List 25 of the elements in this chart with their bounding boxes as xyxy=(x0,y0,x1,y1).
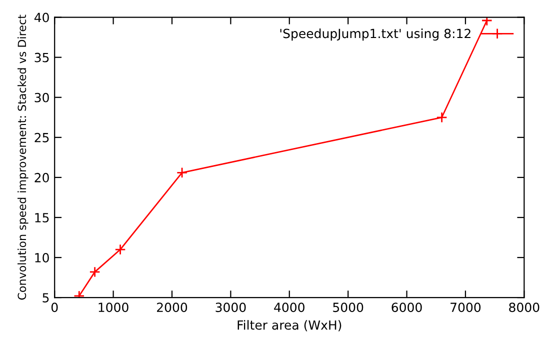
point xyxy=(89,266,100,278)
point xyxy=(176,167,188,178)
point xyxy=(114,244,126,256)
x-tick-label: 5000 xyxy=(333,302,364,312)
y-tick-label: 40 xyxy=(34,12,49,22)
y-tick-label: 10 xyxy=(35,252,49,262)
point xyxy=(481,17,492,26)
y-tick-label: 15 xyxy=(35,213,49,222)
x-tick-label: 1000 xyxy=(98,302,128,312)
y-tick-label: 20 xyxy=(34,172,49,182)
x-tick-label: 4000 xyxy=(274,302,304,312)
x-tick-label: 0 xyxy=(51,302,58,312)
x-tick-label: 3000 xyxy=(216,302,246,312)
x-tick-label: 2000 xyxy=(157,302,188,312)
y-tick-label: 30 xyxy=(34,92,49,102)
x-axis-title: Filter area (WxH) xyxy=(238,320,342,332)
x-tick-label: 8000 xyxy=(509,302,540,312)
y-tick-label: 25 xyxy=(34,132,49,142)
y-tick-label: 35 xyxy=(34,52,49,62)
x-tick-label: 6000 xyxy=(392,302,422,312)
legend-label: 'SpeedupJump1.txt' using 8:12 xyxy=(280,28,470,41)
x-tick-label: 7000 xyxy=(450,302,481,312)
point xyxy=(436,112,448,123)
y-axis-title: Convolution speed improvement: Stacked vs Direct xyxy=(18,14,28,300)
y-tick-label: 5 xyxy=(42,293,49,302)
